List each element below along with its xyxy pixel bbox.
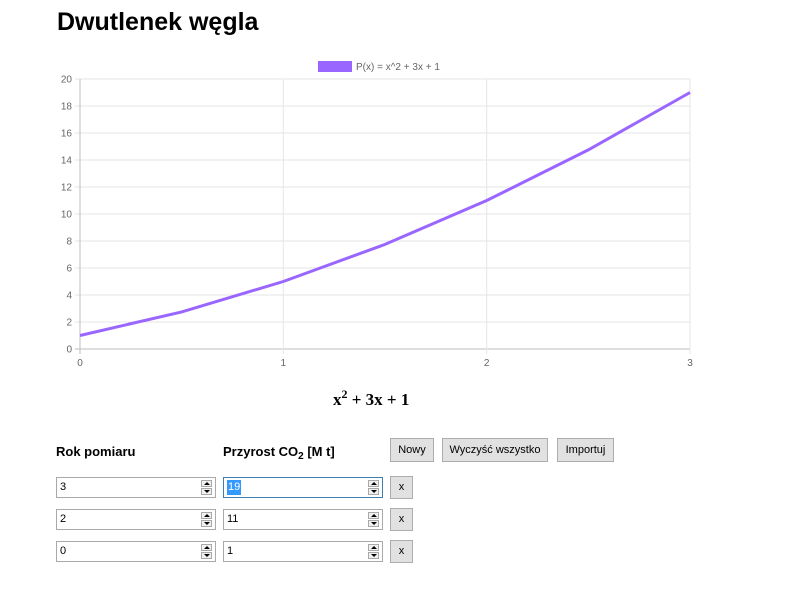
increase-label-suffix: [M t] bbox=[303, 444, 335, 459]
import-button[interactable]: Importuj bbox=[557, 438, 614, 462]
decrement-arrow-icon[interactable] bbox=[368, 552, 379, 559]
y-tick-label: 10 bbox=[61, 210, 73, 221]
decrement-arrow-icon[interactable] bbox=[201, 552, 212, 559]
increment-arrow-icon[interactable] bbox=[201, 480, 212, 487]
new-button[interactable]: Nowy bbox=[390, 438, 434, 462]
year-input[interactable]: 3 bbox=[56, 477, 216, 498]
increase-column-label: Przyrost CO2 [M t] bbox=[223, 444, 335, 462]
formula-exponent: 2 bbox=[341, 387, 348, 401]
increase-spinner[interactable] bbox=[368, 512, 379, 527]
decrement-arrow-icon[interactable] bbox=[368, 520, 379, 527]
chart-grid bbox=[75, 78, 691, 354]
increase-value: 11 bbox=[227, 513, 239, 525]
increase-value: 1 bbox=[227, 545, 234, 557]
increase-input[interactable]: 19 bbox=[223, 477, 383, 498]
y-tick-label: 0 bbox=[66, 345, 72, 356]
y-tick-label: 14 bbox=[61, 156, 73, 167]
year-input[interactable]: 2 bbox=[56, 509, 216, 530]
x-tick-label: 3 bbox=[687, 358, 693, 369]
series-line bbox=[79, 91, 691, 337]
decrement-arrow-icon[interactable] bbox=[368, 488, 379, 495]
increase-label-prefix: Przyrost CO bbox=[223, 444, 299, 459]
increase-input[interactable]: 11 bbox=[223, 509, 383, 530]
formula-rest: + 3x + 1 bbox=[347, 390, 410, 409]
x-tick-label: 2 bbox=[484, 358, 490, 369]
x-tick-label: 1 bbox=[281, 358, 287, 369]
y-tick-label: 16 bbox=[61, 129, 73, 140]
y-tick-label: 8 bbox=[66, 237, 72, 248]
clear-all-button[interactable]: Wyczyść wszystko bbox=[442, 438, 548, 462]
year-value: 2 bbox=[60, 513, 67, 525]
decrement-arrow-icon[interactable] bbox=[201, 520, 212, 527]
page-title: Dwutlenek węgla bbox=[57, 8, 259, 36]
year-input[interactable]: 0 bbox=[56, 541, 216, 562]
increment-arrow-icon[interactable] bbox=[368, 480, 379, 487]
increment-arrow-icon[interactable] bbox=[368, 512, 379, 519]
y-tick-label: 2 bbox=[66, 318, 72, 329]
delete-row-button[interactable]: x bbox=[390, 476, 413, 499]
year-value: 3 bbox=[60, 481, 67, 493]
increment-arrow-icon[interactable] bbox=[201, 544, 212, 551]
y-tick-label: 18 bbox=[61, 102, 73, 113]
x-tick-label: 0 bbox=[77, 358, 83, 369]
increase-spinner[interactable] bbox=[368, 480, 379, 495]
y-tick-label: 12 bbox=[61, 183, 73, 194]
increase-value: 19 bbox=[227, 480, 242, 495]
formula-base: x bbox=[333, 390, 342, 409]
year-column-label: Rok pomiaru bbox=[56, 444, 136, 459]
year-spinner[interactable] bbox=[201, 544, 212, 559]
y-tick-label: 4 bbox=[66, 291, 72, 302]
increment-arrow-icon[interactable] bbox=[201, 512, 212, 519]
y-tick-label: 6 bbox=[66, 264, 72, 275]
y-tick-label: 20 bbox=[61, 75, 73, 86]
polynomial-formula: x2 + 3x + 1 bbox=[333, 387, 410, 410]
increase-label-sub: 2 bbox=[298, 451, 304, 462]
year-spinner[interactable] bbox=[201, 512, 212, 527]
year-spinner[interactable] bbox=[201, 480, 212, 495]
delete-row-button[interactable]: x bbox=[390, 508, 413, 531]
year-value: 0 bbox=[60, 545, 67, 557]
legend-label: P(x) = x^2 + 3x + 1 bbox=[356, 62, 440, 73]
legend-swatch bbox=[318, 61, 352, 72]
increase-spinner[interactable] bbox=[368, 544, 379, 559]
increment-arrow-icon[interactable] bbox=[368, 544, 379, 551]
delete-row-button[interactable]: x bbox=[390, 540, 413, 563]
increase-input[interactable]: 1 bbox=[223, 541, 383, 562]
decrement-arrow-icon[interactable] bbox=[201, 488, 212, 495]
